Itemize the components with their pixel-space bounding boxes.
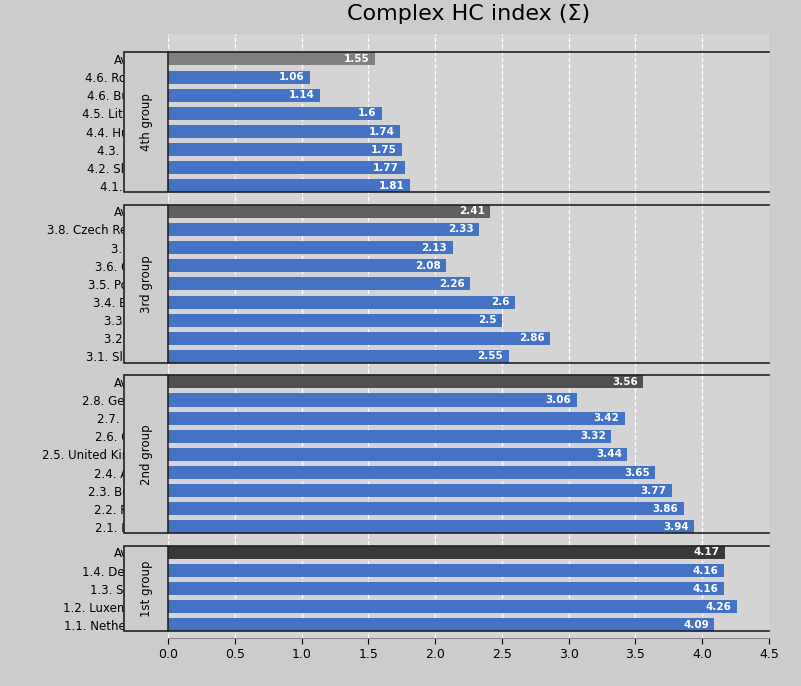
Text: 1.74: 1.74 — [369, 126, 395, 137]
Bar — [168, 502, 683, 515]
Text: 2.55: 2.55 — [477, 351, 503, 362]
Text: 4.09: 4.09 — [683, 620, 709, 630]
Bar — [168, 180, 410, 193]
Text: 4th group: 4th group — [139, 93, 153, 152]
Bar — [168, 564, 723, 577]
Text: 1.06: 1.06 — [279, 72, 304, 82]
Bar — [168, 618, 714, 631]
Text: 1st group: 1st group — [139, 560, 153, 617]
Bar — [168, 546, 725, 559]
Bar — [168, 484, 671, 497]
Text: 2.33: 2.33 — [449, 224, 474, 235]
Bar — [168, 241, 453, 254]
Text: 3.65: 3.65 — [625, 468, 650, 477]
Bar — [168, 259, 446, 272]
Text: 3.44: 3.44 — [596, 449, 622, 460]
Text: 2.5: 2.5 — [478, 315, 497, 325]
Bar — [168, 71, 310, 84]
Bar — [168, 107, 382, 120]
Text: 1.14: 1.14 — [289, 91, 315, 100]
Bar — [168, 277, 470, 290]
Text: 3.86: 3.86 — [653, 504, 678, 514]
Text: 2.08: 2.08 — [415, 261, 441, 271]
Bar — [168, 332, 550, 345]
Bar — [168, 314, 502, 327]
Bar — [168, 582, 723, 595]
Text: 2.6: 2.6 — [492, 297, 510, 307]
Text: 3rd group: 3rd group — [139, 255, 153, 313]
Text: 1.75: 1.75 — [371, 145, 396, 154]
Bar — [168, 161, 405, 174]
Bar — [168, 125, 400, 138]
Text: 2nd group: 2nd group — [139, 424, 153, 485]
Bar — [168, 350, 509, 363]
Text: 2.41: 2.41 — [459, 206, 485, 216]
Text: 2.26: 2.26 — [439, 279, 465, 289]
Bar — [168, 143, 402, 156]
Bar — [168, 205, 490, 218]
Bar — [168, 223, 479, 236]
Text: 1.55: 1.55 — [344, 54, 370, 64]
Text: 3.06: 3.06 — [545, 395, 571, 405]
Bar — [168, 296, 515, 309]
Bar — [168, 521, 694, 534]
Bar — [168, 412, 625, 425]
Text: 4.17: 4.17 — [694, 547, 719, 557]
Text: 2.86: 2.86 — [519, 333, 545, 343]
Text: 1.81: 1.81 — [379, 181, 405, 191]
Text: 3.42: 3.42 — [594, 413, 619, 423]
Bar — [168, 394, 577, 407]
Bar — [168, 448, 627, 461]
Text: 3.32: 3.32 — [581, 431, 606, 441]
Text: 3.94: 3.94 — [663, 522, 689, 532]
Bar — [168, 600, 737, 613]
Bar — [168, 52, 375, 65]
Text: 1.6: 1.6 — [358, 108, 376, 119]
Bar — [168, 375, 643, 388]
Bar — [168, 429, 611, 442]
Text: 4.16: 4.16 — [692, 565, 718, 576]
Text: 1.77: 1.77 — [373, 163, 399, 173]
Bar — [168, 88, 320, 102]
Title: Complex HC index (Σ): Complex HC index (Σ) — [347, 4, 590, 25]
Text: 4.26: 4.26 — [706, 602, 731, 612]
Text: 2.13: 2.13 — [421, 243, 447, 252]
Text: 3.56: 3.56 — [613, 377, 638, 387]
Text: 4.16: 4.16 — [692, 584, 718, 593]
Text: 3.77: 3.77 — [640, 486, 666, 496]
Bar — [168, 466, 655, 479]
